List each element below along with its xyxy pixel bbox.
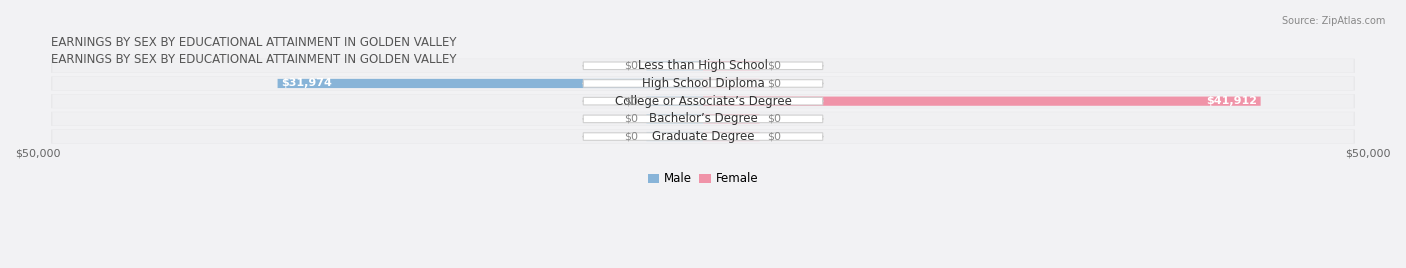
FancyBboxPatch shape — [647, 96, 703, 106]
Text: Bachelor’s Degree: Bachelor’s Degree — [648, 112, 758, 125]
FancyBboxPatch shape — [703, 96, 1261, 106]
Text: $0: $0 — [768, 79, 782, 88]
Text: $0: $0 — [624, 114, 638, 124]
FancyBboxPatch shape — [647, 114, 703, 124]
Text: $0: $0 — [624, 132, 638, 142]
Text: Less than High School: Less than High School — [638, 59, 768, 72]
FancyBboxPatch shape — [703, 132, 759, 141]
FancyBboxPatch shape — [583, 97, 823, 105]
FancyBboxPatch shape — [583, 80, 823, 87]
FancyBboxPatch shape — [52, 59, 1354, 73]
FancyBboxPatch shape — [52, 130, 1354, 143]
FancyBboxPatch shape — [277, 79, 703, 88]
Text: Source: ZipAtlas.com: Source: ZipAtlas.com — [1281, 16, 1385, 26]
Text: $0: $0 — [768, 132, 782, 142]
Text: $31,974: $31,974 — [281, 79, 332, 88]
FancyBboxPatch shape — [703, 61, 759, 70]
Text: $0: $0 — [624, 61, 638, 71]
FancyBboxPatch shape — [52, 77, 1354, 90]
FancyBboxPatch shape — [583, 62, 823, 69]
FancyBboxPatch shape — [647, 61, 703, 70]
Text: $41,912: $41,912 — [1206, 96, 1257, 106]
FancyBboxPatch shape — [583, 133, 823, 140]
Text: College or Associate’s Degree: College or Associate’s Degree — [614, 95, 792, 108]
Text: EARNINGS BY SEX BY EDUCATIONAL ATTAINMENT IN GOLDEN VALLEY: EARNINGS BY SEX BY EDUCATIONAL ATTAINMEN… — [51, 36, 457, 49]
Text: Graduate Degree: Graduate Degree — [652, 130, 754, 143]
Text: EARNINGS BY SEX BY EDUCATIONAL ATTAINMENT IN GOLDEN VALLEY: EARNINGS BY SEX BY EDUCATIONAL ATTAINMEN… — [51, 53, 457, 66]
FancyBboxPatch shape — [51, 94, 1355, 108]
FancyBboxPatch shape — [583, 115, 823, 123]
FancyBboxPatch shape — [51, 129, 1355, 144]
FancyBboxPatch shape — [703, 114, 759, 124]
Legend: Male, Female: Male, Female — [643, 168, 763, 190]
Text: High School Diploma: High School Diploma — [641, 77, 765, 90]
FancyBboxPatch shape — [703, 79, 759, 88]
FancyBboxPatch shape — [51, 112, 1355, 126]
FancyBboxPatch shape — [51, 59, 1355, 73]
Text: $0: $0 — [768, 114, 782, 124]
Text: $0: $0 — [624, 96, 638, 106]
FancyBboxPatch shape — [52, 112, 1354, 126]
FancyBboxPatch shape — [647, 132, 703, 141]
FancyBboxPatch shape — [51, 76, 1355, 91]
Text: $0: $0 — [768, 61, 782, 71]
FancyBboxPatch shape — [52, 94, 1354, 108]
